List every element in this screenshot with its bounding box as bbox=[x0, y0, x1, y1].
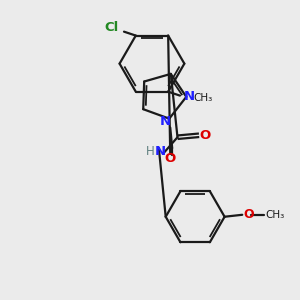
Text: N: N bbox=[184, 90, 195, 103]
Text: O: O bbox=[199, 129, 211, 142]
Text: O: O bbox=[243, 208, 254, 221]
Text: CH₃: CH₃ bbox=[266, 210, 285, 220]
Text: Cl: Cl bbox=[104, 21, 118, 34]
Text: N: N bbox=[160, 115, 171, 128]
Text: N: N bbox=[154, 146, 165, 158]
Text: O: O bbox=[165, 152, 176, 165]
Text: H: H bbox=[146, 146, 154, 158]
Text: CH₃: CH₃ bbox=[194, 93, 213, 103]
